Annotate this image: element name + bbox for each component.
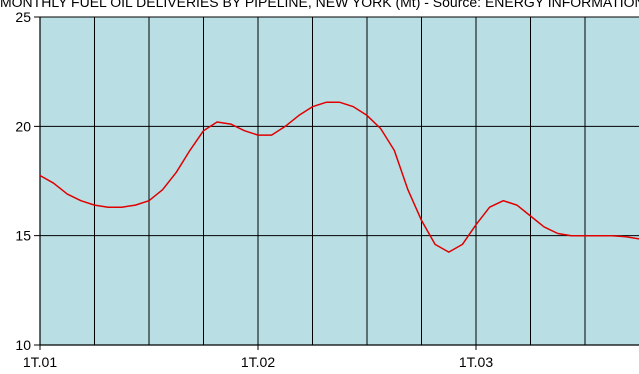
y-tick-label: 15: [15, 228, 31, 244]
y-tick-label: 20: [15, 118, 31, 134]
y-tick-label: 10: [15, 337, 31, 353]
x-tick-label: 1T.03: [459, 354, 493, 370]
x-tick-label: 1T.01: [23, 354, 57, 370]
x-tick-label: 1T.02: [241, 354, 275, 370]
plot-area: [40, 17, 639, 345]
y-tick-label: 25: [15, 9, 31, 25]
chart-title: MONTHLY FUEL OIL DELIVERIES BY PIPELINE,…: [0, 0, 639, 10]
series-line: [39, 101, 639, 253]
